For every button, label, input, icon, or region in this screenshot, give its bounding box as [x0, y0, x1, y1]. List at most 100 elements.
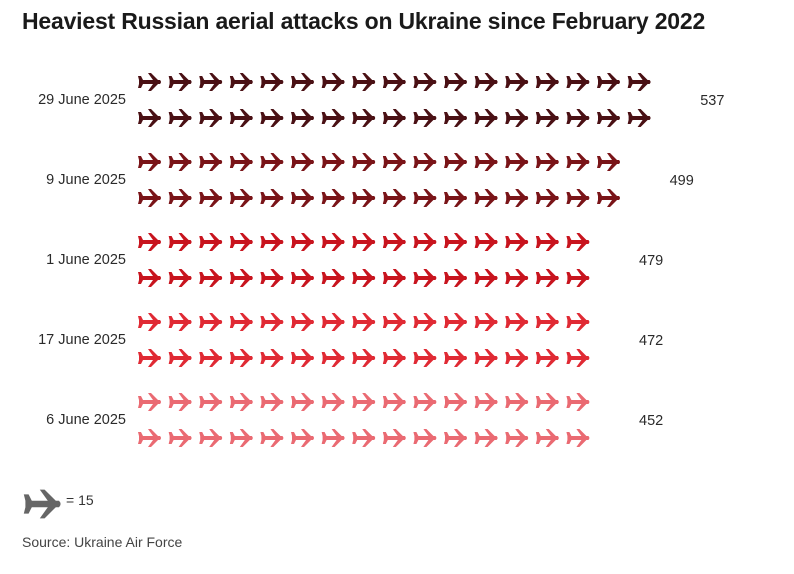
plane-icon [291, 393, 314, 411]
plane-icon [444, 349, 467, 367]
plane-icon [382, 109, 406, 127]
legend-label: = 15 [66, 492, 94, 508]
plane-icon [352, 109, 376, 127]
plane-icon [260, 269, 284, 287]
plane-icon [138, 393, 161, 411]
plane-icon [413, 269, 437, 287]
plane-icon [566, 233, 590, 251]
plane-icon [566, 313, 590, 331]
value-label: 452 [639, 413, 664, 429]
plane-icon [535, 393, 559, 411]
plane-icon [535, 153, 559, 171]
plane-icon [199, 313, 223, 331]
plane-icon [505, 393, 529, 411]
value-label: 472 [639, 333, 664, 349]
category-label: 17 June 2025 [38, 332, 126, 348]
plane-icon [505, 233, 529, 251]
bar-row-3 [138, 233, 620, 287]
plane-icon [413, 189, 437, 207]
plane-icon [505, 429, 529, 447]
bar-row-2 [138, 153, 643, 207]
plane-icon [352, 429, 376, 447]
plane-icon [444, 109, 467, 127]
plane-icon [291, 429, 314, 447]
plane-icon [260, 189, 284, 207]
plane-icon [199, 233, 223, 251]
plane-icon [138, 233, 161, 251]
plane-icon [321, 313, 345, 331]
plane-icon [382, 73, 406, 91]
plane-icon [321, 109, 345, 127]
plane-icon [413, 109, 437, 127]
plane-icon [138, 153, 161, 171]
plane-icon [260, 393, 284, 411]
plane-icon-partial [597, 313, 615, 331]
plane-icon [321, 189, 345, 207]
plane-icon [566, 429, 590, 447]
plane-icon [413, 429, 437, 447]
plane-icon [168, 429, 192, 447]
plane-icon [474, 349, 498, 367]
plane-icon [352, 73, 376, 91]
plane-icon [444, 189, 467, 207]
plane-icon [291, 73, 314, 91]
plane-icon [168, 73, 192, 91]
plane-icon [597, 153, 620, 171]
plane-icon [505, 109, 529, 127]
plane-icon [321, 233, 345, 251]
plane-icon [321, 393, 345, 411]
plane-icon [382, 429, 406, 447]
value-label: 499 [669, 173, 694, 189]
plane-icon [291, 233, 314, 251]
plane-icon [199, 269, 223, 287]
plane-icon [444, 313, 467, 331]
plane-icon [413, 73, 437, 91]
plane-icon [352, 269, 376, 287]
plane-icon [382, 233, 406, 251]
plane-icon-partial [658, 73, 680, 91]
plane-icon [321, 429, 345, 447]
plane-icon [444, 429, 467, 447]
plane-icon [382, 153, 406, 171]
plane-icon [566, 153, 590, 171]
plane-icon [352, 393, 376, 411]
plane-icon [474, 109, 498, 127]
plane-icon [199, 429, 223, 447]
plane-icon [291, 349, 314, 367]
plane-icon [474, 429, 498, 447]
legend-icon [23, 489, 61, 519]
plane-icon [168, 109, 192, 127]
plane-icon [382, 269, 406, 287]
plane-icon [597, 73, 620, 91]
plane-icon [291, 313, 314, 331]
plane-icon [597, 189, 620, 207]
source-note: Source: Ukraine Air Force [22, 534, 183, 550]
plane-icon [229, 429, 253, 447]
plane-icon [168, 269, 192, 287]
plane-icon [168, 233, 192, 251]
plane-icon [566, 393, 590, 411]
plane-icon [168, 189, 192, 207]
plane-icon [260, 153, 284, 171]
chart-title: Heaviest Russian aerial attacks on Ukrai… [22, 8, 706, 34]
plane-icon [229, 189, 253, 207]
plane-icon [352, 233, 376, 251]
category-label: 1 June 2025 [46, 252, 126, 268]
plane-icon [199, 189, 223, 207]
plane-icon [535, 73, 559, 91]
plane-icon [291, 269, 314, 287]
bar-row-1 [138, 73, 680, 127]
plane-icon [535, 349, 559, 367]
plane-icon [199, 393, 223, 411]
plane-icon [229, 153, 253, 171]
bar-row-5 [138, 393, 599, 447]
category-label: 6 June 2025 [46, 412, 126, 428]
plane-icon [168, 393, 192, 411]
plane-icon [229, 233, 253, 251]
plane-icon [168, 313, 192, 331]
plane-icon [535, 233, 559, 251]
plane-icon [444, 269, 467, 287]
plane-icon [444, 393, 467, 411]
plane-icon [138, 189, 161, 207]
